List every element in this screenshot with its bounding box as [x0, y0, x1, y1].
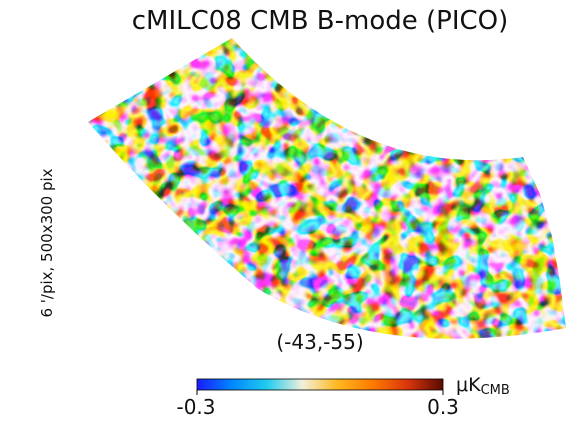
colorbar-gradient	[196, 378, 444, 391]
center-coordinates: (-43,-55)	[276, 330, 364, 354]
unit-subscript: CMB	[480, 383, 510, 398]
colorbar-max-label: 0.3	[427, 395, 459, 419]
map-title: cMILC08 CMB B-mode (PICO)	[131, 6, 509, 36]
resolution-label: 6 '/pix, 500x300 pix	[38, 168, 56, 318]
temperature-field	[88, 38, 566, 339]
colorbar	[196, 378, 444, 395]
colorbar-min-label: -0.3	[176, 395, 216, 419]
sky-map-patch	[88, 38, 566, 339]
unit-prefix: μK	[456, 374, 481, 396]
colorbar-unit: μKCMB	[456, 374, 510, 398]
